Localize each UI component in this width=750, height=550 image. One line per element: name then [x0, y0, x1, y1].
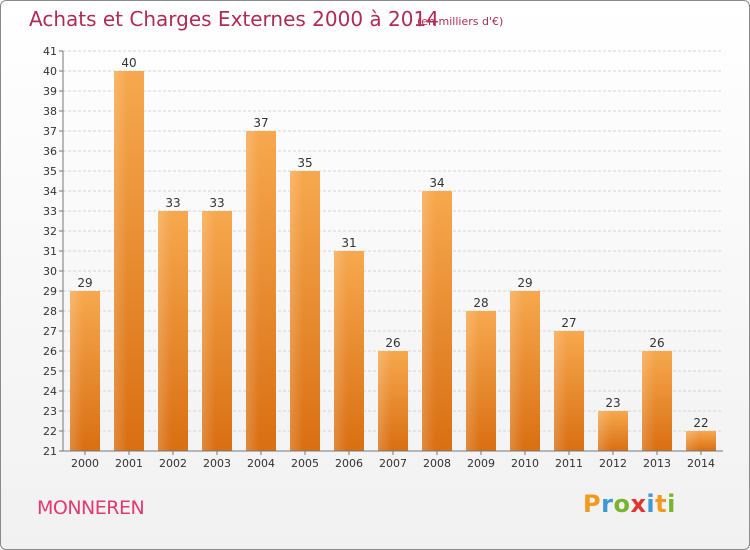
y-tick-label: 28 [43, 305, 57, 318]
chart-subtitle: (en milliers d'€) [417, 15, 504, 28]
data-label: 23 [605, 396, 620, 410]
x-tick-label: 2002 [159, 457, 187, 470]
x-tick-label: 2014 [687, 457, 715, 470]
bar-highlight [378, 351, 392, 451]
data-label: 26 [649, 336, 664, 350]
place-name: MONNEREN [37, 497, 145, 519]
proxiti-logo: Proxiti [583, 490, 676, 518]
y-tick-label: 27 [43, 325, 57, 338]
y-tick-label: 36 [43, 145, 57, 158]
data-label: 33 [165, 196, 180, 210]
data-label: 22 [693, 416, 708, 430]
y-tick-label: 23 [43, 405, 57, 418]
bar-highlight [246, 131, 260, 451]
x-tick-label: 2009 [467, 457, 495, 470]
logo-letter: i [646, 490, 656, 518]
y-tick-label: 30 [43, 265, 57, 278]
bar-highlight [422, 191, 436, 451]
x-tick-label: 2011 [555, 457, 583, 470]
data-label: 37 [253, 116, 268, 130]
y-tick-label: 21 [43, 445, 57, 458]
y-tick-label: 29 [43, 285, 57, 298]
logo-letter: o [613, 490, 631, 518]
y-tick-label: 37 [43, 125, 57, 138]
logo-letter: x [630, 490, 647, 518]
bar-highlight [202, 211, 216, 451]
logo-letter: P [583, 490, 602, 518]
data-label: 40 [121, 56, 136, 70]
data-label: 29 [77, 276, 92, 290]
data-label: 28 [473, 296, 488, 310]
x-tick-label: 2006 [335, 457, 363, 470]
bar-highlight [642, 351, 656, 451]
y-tick-label: 39 [43, 85, 57, 98]
y-tick-label: 32 [43, 225, 57, 238]
x-tick-label: 2001 [115, 457, 143, 470]
data-label: 33 [209, 196, 224, 210]
bar-highlight [158, 211, 172, 451]
data-label: 29 [517, 276, 532, 290]
y-tick-label: 24 [43, 385, 57, 398]
y-tick-label: 26 [43, 345, 57, 358]
y-tick-label: 31 [43, 245, 57, 258]
x-tick-label: 2000 [71, 457, 99, 470]
y-tick-label: 22 [43, 425, 57, 438]
bar-highlight [554, 331, 568, 451]
bar-highlight [70, 291, 84, 451]
bars: 29 40 33 33 37 35 31 26 34 28 29 27 23 26 22 [70, 56, 716, 451]
y-tick-label: 35 [43, 165, 57, 178]
x-tick-label: 2005 [291, 457, 319, 470]
data-label: 31 [341, 236, 356, 250]
bar-highlight [290, 171, 304, 451]
x-tick-label: 2003 [203, 457, 231, 470]
x-tick-label: 2007 [379, 457, 407, 470]
y-tick-label: 33 [43, 205, 57, 218]
y-tick-label: 38 [43, 105, 57, 118]
x-tick-label: 2012 [599, 457, 627, 470]
x-axis: 2000 2001 2002 2003 2004 2005 2006 2007 2008 2009… [63, 450, 723, 470]
y-tick-label: 34 [43, 185, 57, 198]
x-tick-label: 2004 [247, 457, 275, 470]
x-tick-label: 2013 [643, 457, 671, 470]
bar-highlight [510, 291, 524, 451]
logo-letter: t [655, 490, 668, 518]
logo-letter: i [667, 490, 676, 518]
bar-highlight [466, 311, 480, 451]
bar-highlight [598, 411, 612, 451]
data-label: 34 [429, 176, 444, 190]
data-label: 35 [297, 156, 312, 170]
bar-highlight [686, 431, 700, 451]
y-tick-label: 41 [43, 45, 57, 58]
data-label: 26 [385, 336, 400, 350]
y-tick-label: 40 [43, 65, 57, 78]
bar-highlight [334, 251, 348, 451]
x-tick-label: 2008 [423, 457, 451, 470]
x-tick-label: 2010 [511, 457, 539, 470]
data-label: 27 [561, 316, 576, 330]
logo-letter: r [601, 490, 614, 518]
y-tick-label: 25 [43, 365, 57, 378]
y-axis: 21 22 23 24 25 26 27 28 29 30 31 32 33 34 35 36 37 38 39 40… [43, 45, 64, 458]
bar-highlight [114, 71, 128, 451]
chart-title: Achats et Charges Externes 2000 à 2014 [29, 7, 439, 31]
